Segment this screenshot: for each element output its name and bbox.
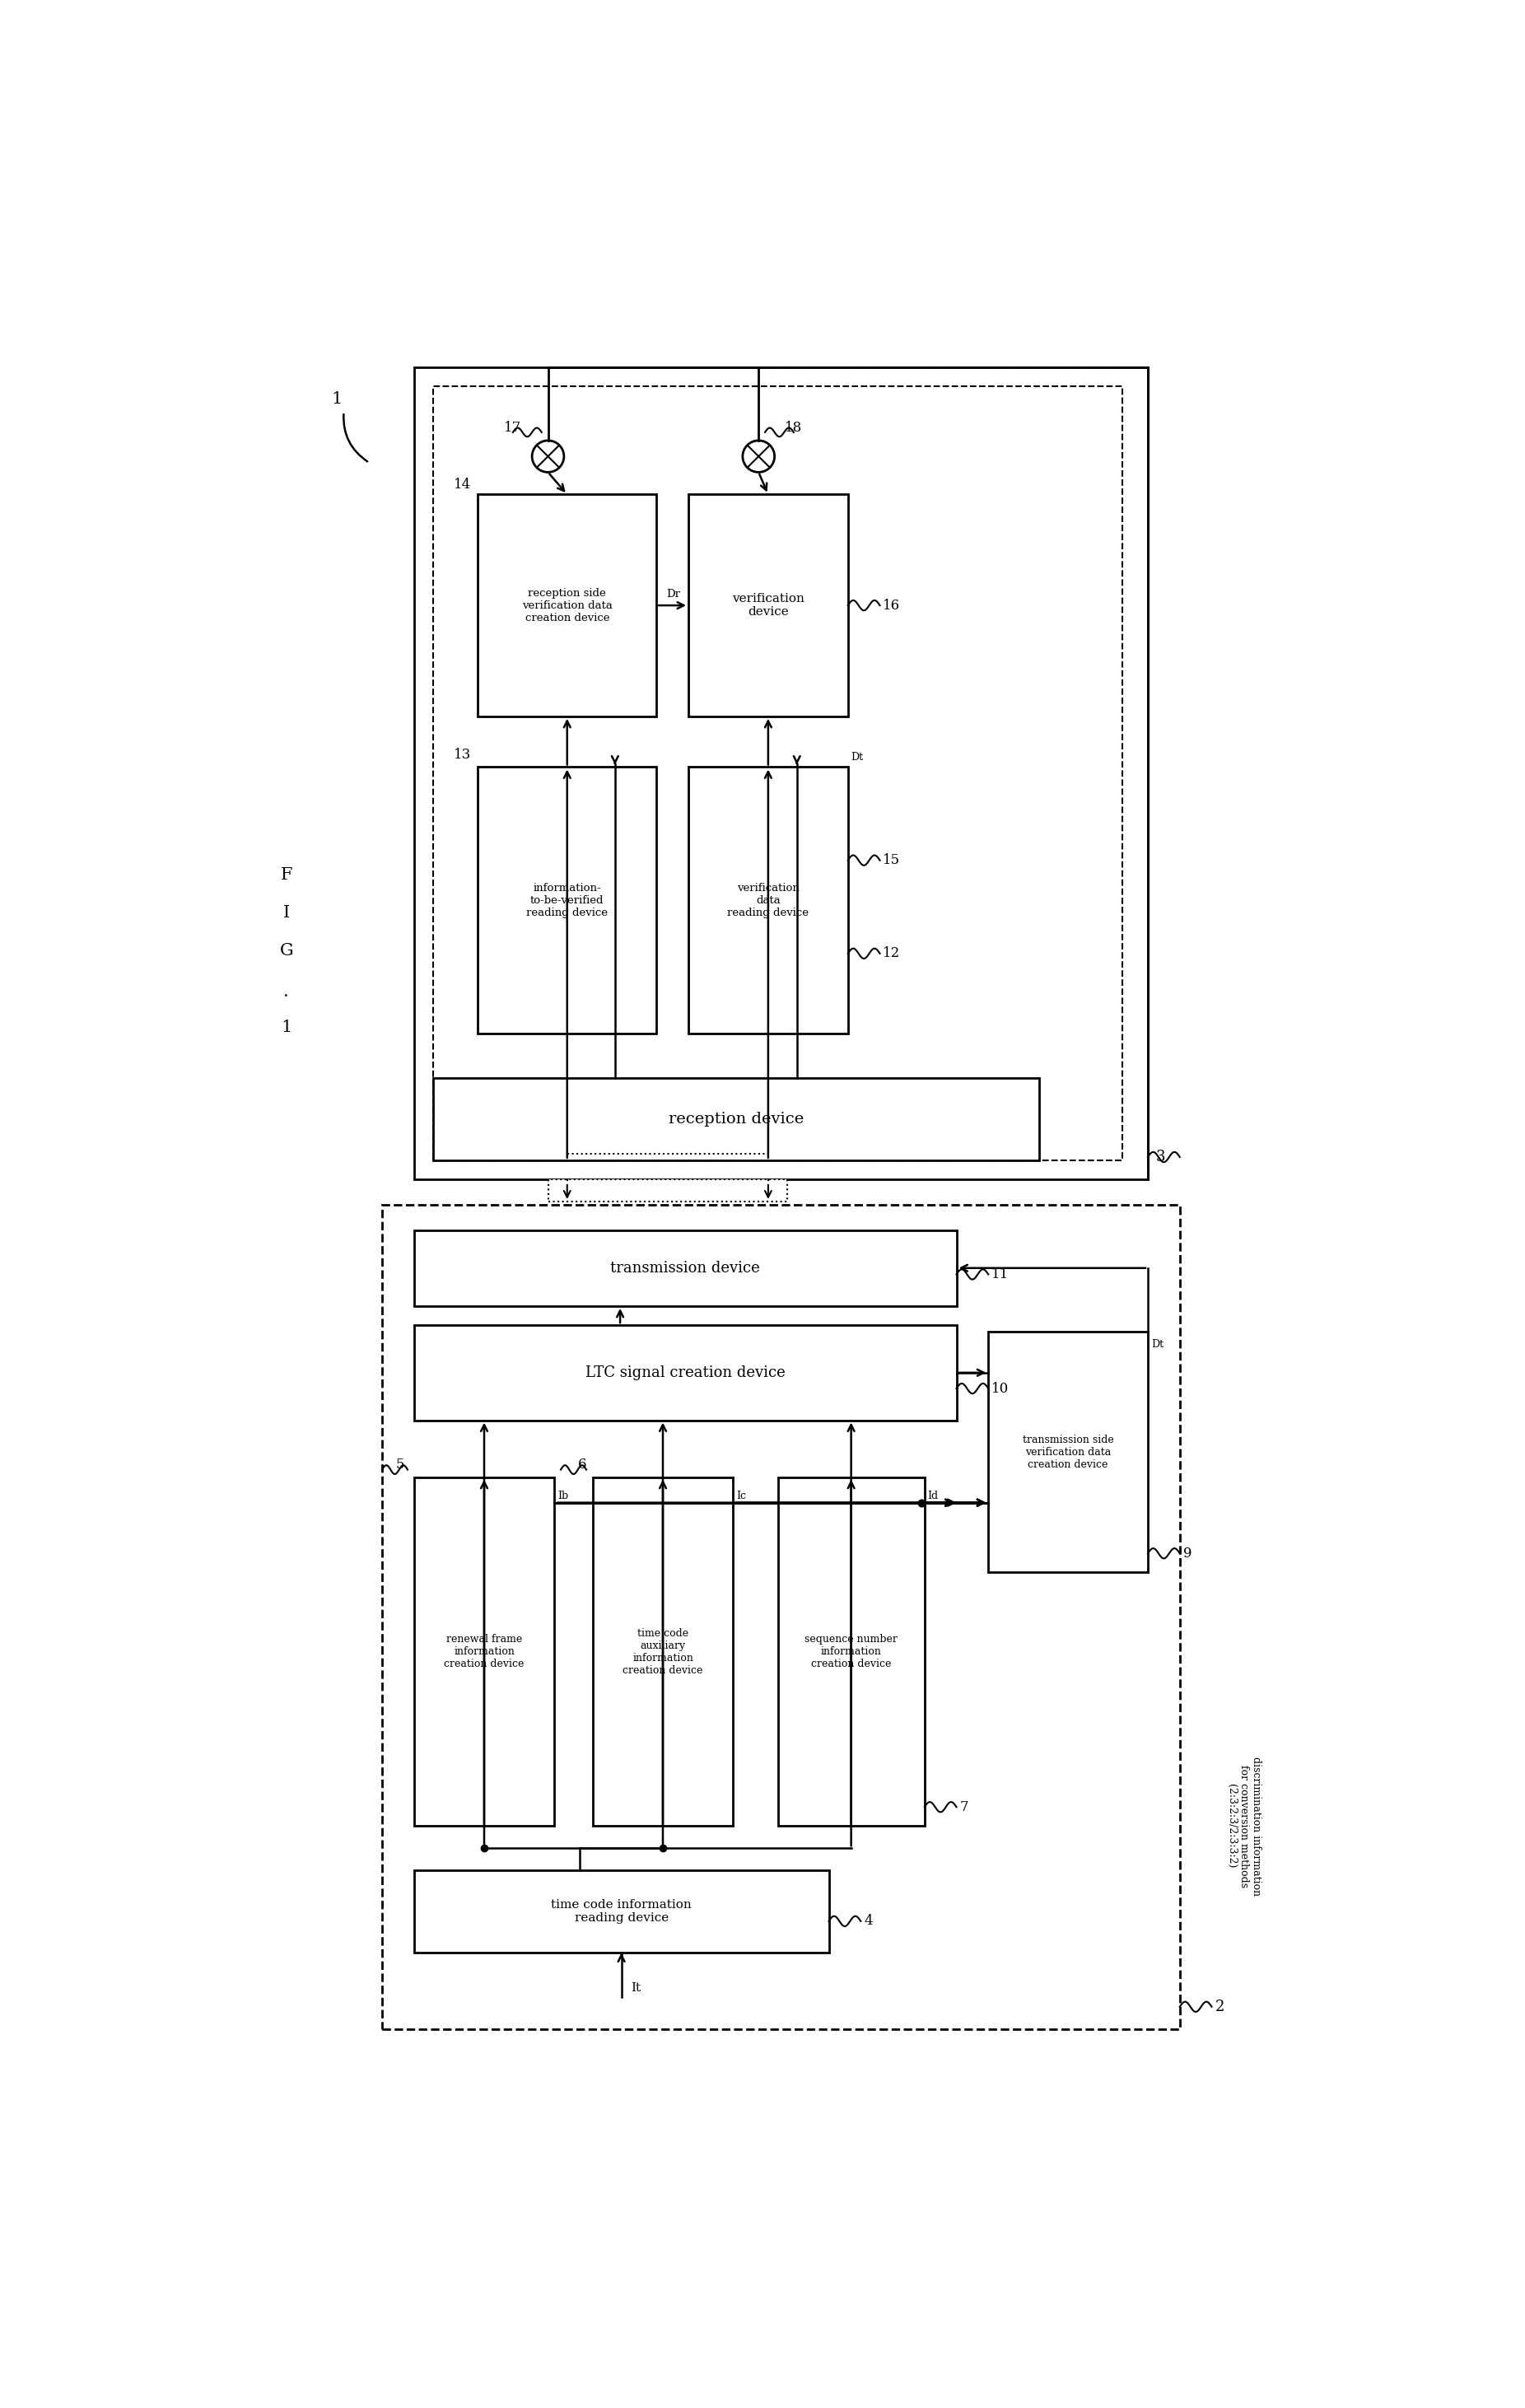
Bar xyxy=(477,768,656,1033)
Text: F: F xyxy=(281,867,293,884)
Text: 15: 15 xyxy=(883,852,900,867)
Bar xyxy=(413,1871,828,1953)
Text: verification
data
reading device: verification data reading device xyxy=(727,884,808,917)
Text: It: It xyxy=(631,1982,640,1994)
Text: verification
device: verification device xyxy=(732,592,804,619)
Text: reception device: reception device xyxy=(668,1112,804,1127)
Text: 7: 7 xyxy=(959,1801,968,1813)
Bar xyxy=(988,1332,1148,1572)
Text: 1: 1 xyxy=(331,393,342,407)
Bar xyxy=(688,494,848,715)
Text: 12: 12 xyxy=(883,946,901,961)
Text: Id: Id xyxy=(927,1491,938,1503)
Text: Dt: Dt xyxy=(1151,1339,1164,1348)
Text: 6: 6 xyxy=(578,1457,586,1471)
Text: time code
auxiliary
information
creation device: time code auxiliary information creation… xyxy=(622,1628,703,1676)
Text: discrimination information
for conversion methods
(2:3:2:3/2:3:3:2): discrimination information for conversio… xyxy=(1226,1755,1261,1895)
Text: 11: 11 xyxy=(991,1267,1010,1281)
Text: .: . xyxy=(284,985,290,999)
Bar xyxy=(413,1324,956,1421)
Text: Dr: Dr xyxy=(666,588,680,600)
Text: 3: 3 xyxy=(1156,1149,1165,1165)
Text: 16: 16 xyxy=(883,597,900,612)
Text: 2: 2 xyxy=(1215,1999,1225,2013)
Bar xyxy=(688,768,848,1033)
Text: transmission side
verification data
creation device: transmission side verification data crea… xyxy=(1022,1435,1113,1469)
Text: time code information
reading device: time code information reading device xyxy=(551,1900,692,1924)
Text: 10: 10 xyxy=(991,1382,1010,1397)
Bar xyxy=(433,388,1122,1161)
Bar xyxy=(778,1476,924,1825)
Bar xyxy=(413,368,1148,1180)
Text: Ib: Ib xyxy=(558,1491,569,1503)
Bar xyxy=(593,1476,734,1825)
Text: information-
to-be-verified
reading device: information- to-be-verified reading devi… xyxy=(526,884,608,917)
Bar xyxy=(383,1204,1180,2030)
Text: 9: 9 xyxy=(1183,1546,1191,1560)
Bar xyxy=(547,1180,787,1202)
Text: 14: 14 xyxy=(454,477,471,491)
Text: LTC signal creation device: LTC signal creation device xyxy=(586,1365,785,1380)
Text: reception side
verification data
creation device: reception side verification data creatio… xyxy=(522,588,613,624)
Bar xyxy=(477,494,656,715)
Text: 17: 17 xyxy=(505,421,522,436)
Text: 1: 1 xyxy=(281,1019,291,1035)
Text: renewal frame
information
creation device: renewal frame information creation devic… xyxy=(444,1635,525,1669)
Text: I: I xyxy=(284,905,290,920)
Text: G: G xyxy=(279,944,293,958)
Text: 5: 5 xyxy=(396,1457,404,1471)
Text: transmission device: transmission device xyxy=(610,1262,759,1276)
Text: Dt: Dt xyxy=(851,751,863,763)
Bar xyxy=(413,1230,956,1305)
Text: 4: 4 xyxy=(863,1914,872,1929)
Bar xyxy=(413,1476,555,1825)
Text: 18: 18 xyxy=(785,421,802,436)
Text: 13: 13 xyxy=(454,746,471,761)
Text: sequence number
information
creation device: sequence number information creation dev… xyxy=(805,1635,898,1669)
Text: Ic: Ic xyxy=(737,1491,746,1503)
Bar xyxy=(433,1079,1040,1161)
